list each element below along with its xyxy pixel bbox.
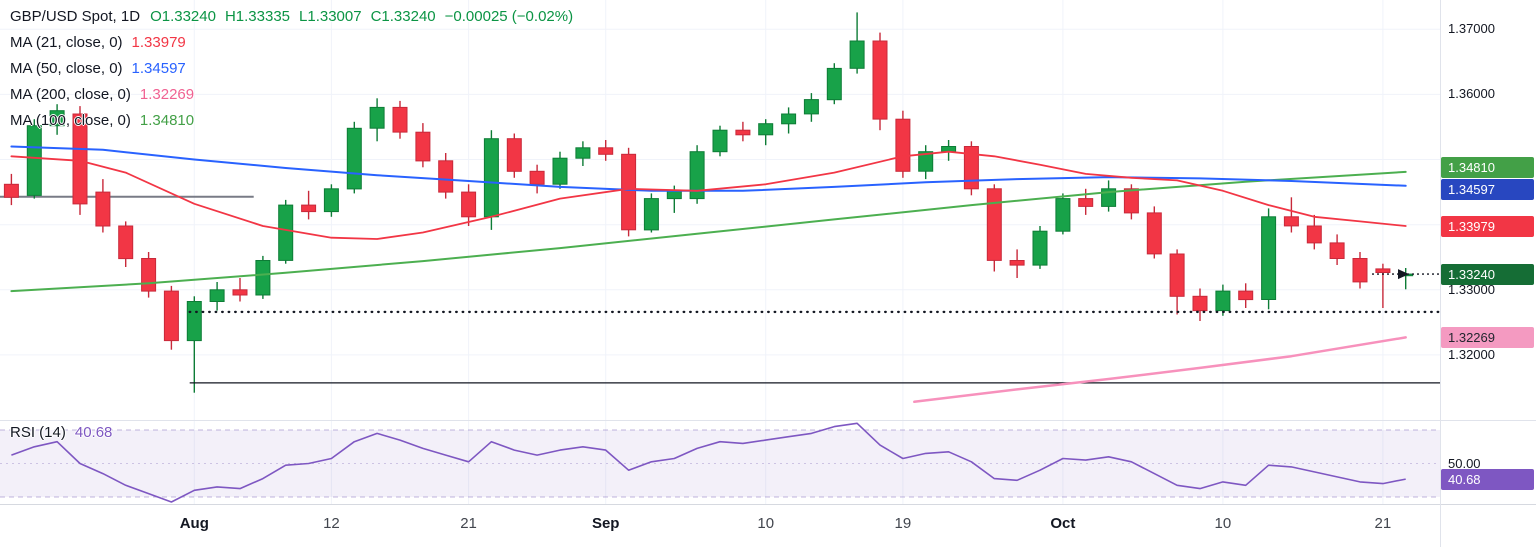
rsi-legend[interactable]: RSI (14) 40.68 — [10, 424, 112, 441]
indicator-row-ma50[interactable]: MA (50, close, 0) 1.34597 — [10, 56, 582, 82]
indicator-label: MA (50, close, 0) — [10, 60, 123, 77]
ohlc-open: O1.33240 — [150, 8, 216, 25]
price-badge: 1.32269 — [1441, 326, 1534, 348]
price-badge: 1.33979 — [1441, 215, 1534, 237]
ohlc-change: −0.00025 (−0.02%) — [444, 8, 574, 25]
time-axis-label: 19 — [894, 515, 912, 532]
indicator-label: MA (100, close, 0) — [10, 112, 131, 129]
time-axis-label: Sep — [591, 515, 620, 532]
price-axis-label: 1.33000 — [1448, 281, 1495, 297]
indicator-value: 1.33979 — [131, 34, 186, 51]
time-axis-label: 12 — [323, 515, 340, 532]
price-badge: 1.33240 — [1441, 263, 1534, 285]
indicator-row-ma200[interactable]: MA (200, close, 0) 1.32269 — [10, 82, 582, 108]
symbol-title[interactable]: GBP/USD Spot, 1D — [10, 8, 141, 25]
price-badge: 1.34597 — [1441, 179, 1534, 201]
price-axis-label: 1.32000 — [1448, 346, 1495, 362]
indicator-row-ma21[interactable]: MA (21, close, 0) 1.33979 — [10, 30, 582, 56]
rsi-plot-line[interactable] — [11, 422, 1406, 503]
last-price-arrow — [1398, 269, 1409, 280]
price-axis-label: 1.36000 — [1448, 86, 1495, 102]
time-axis-label: 10 — [757, 515, 775, 532]
price-axis[interactable]: 1.37000 1.36000 1.33000 1.32000 1.34810 1.345… — [1441, 0, 1536, 505]
indicator-label: MA (21, close, 0) — [10, 34, 123, 51]
symbol-row[interactable]: GBP/USD Spot, 1D O1.33240 H1.33335 L1.33007… — [10, 4, 582, 30]
rsi-label: RSI (14) — [10, 424, 66, 441]
time-axis-label: 21 — [460, 515, 477, 532]
time-axis-label: Oct — [1050, 515, 1076, 532]
rsi-mid-label: 50.00 — [1448, 455, 1481, 471]
chart-legend: GBP/USD Spot, 1D O1.33240 H1.33335 L1.33007… — [10, 4, 582, 134]
ohlc-close: C1.33240 — [370, 8, 436, 25]
ohlc-high: H1.33335 — [224, 8, 291, 25]
time-axis-label: 21 — [1374, 515, 1392, 532]
indicator-value: 1.34597 — [131, 60, 186, 77]
time-axis[interactable]: Aug 12 21 Sep 10 19 Oct 10 21 — [0, 506, 1536, 547]
indicator-value: 1.34810 — [139, 112, 195, 129]
price-badge: 1.34810 — [1441, 157, 1534, 179]
indicator-row-ma100[interactable]: MA (100, close, 0) 1.34810 — [10, 108, 582, 134]
rsi-value-badge: 40.68 — [1441, 468, 1534, 490]
ma100-line[interactable] — [10, 170, 1407, 293]
indicator-label: MA (200, close, 0) — [10, 86, 131, 103]
indicator-value: 1.32269 — [139, 86, 195, 103]
time-axis-label: 10 — [1214, 515, 1232, 532]
rsi-value: 40.68 — [74, 424, 113, 441]
ma200-line[interactable] — [913, 336, 1407, 404]
time-axis-label: Aug — [179, 515, 209, 532]
ma21-line[interactable] — [10, 150, 1407, 240]
price-axis-label: 1.37000 — [1448, 21, 1495, 37]
ohlc-low: L1.33007 — [299, 8, 362, 25]
